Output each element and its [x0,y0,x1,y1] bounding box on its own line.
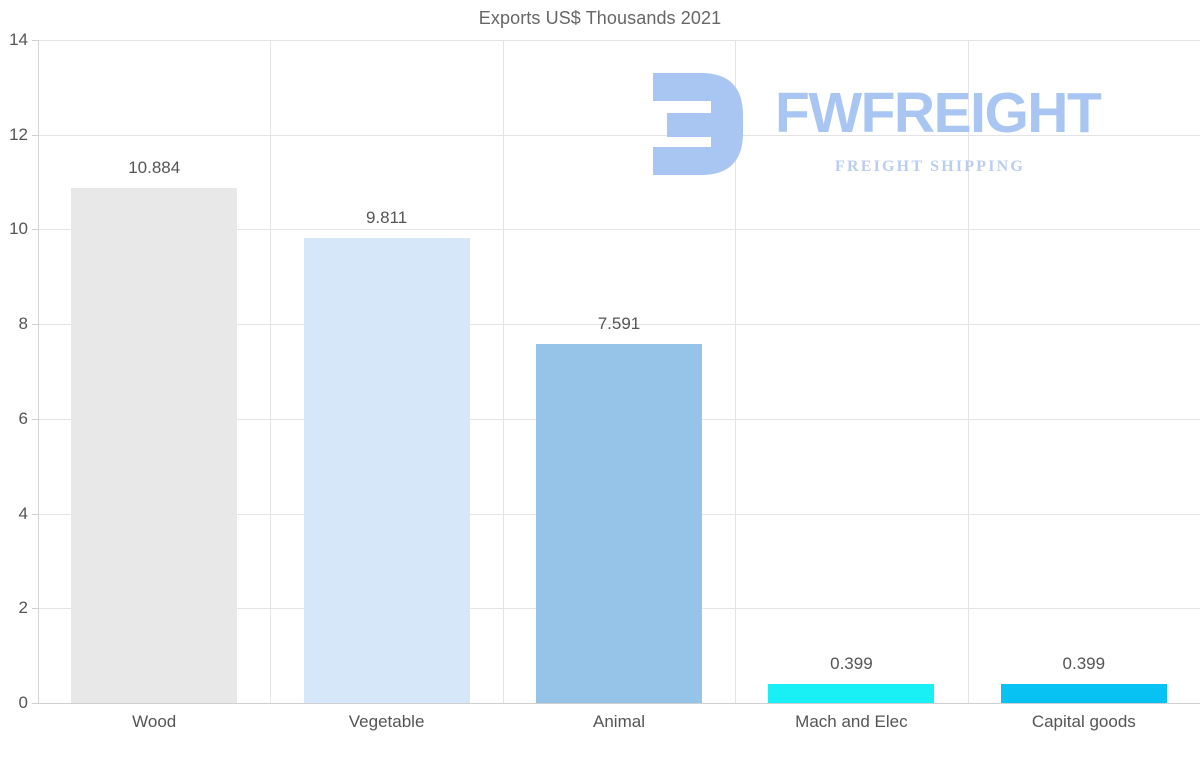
y-axis-tick-mark [32,418,38,420]
category-separator [967,40,969,703]
bar[interactable] [1000,684,1167,703]
y-axis-tick-mark [32,608,38,610]
bar-value-label: 0.399 [1062,654,1106,674]
bar-value-label: 7.591 [597,313,641,333]
y-axis-tick-mark [32,134,38,136]
y-axis-tick-mark [32,513,38,515]
bar-value-label: 0.399 [830,654,873,674]
plot-area: 0 2 4 6 8 10 12 14 10.884 9.811 7.591 0.399 0.399 [9,30,1200,712]
bar-value-label: 10.884 [128,157,181,177]
bar[interactable] [768,684,935,703]
category-separator [270,40,272,703]
bar[interactable] [71,187,238,703]
y-axis-tick-mark [32,703,38,704]
x-axis-label: Capital goods [1031,712,1136,731]
y-axis-tick-label: 6 [18,408,28,428]
gridline [38,324,1200,326]
y-axis-tick-mark [32,40,38,41]
gridline [38,229,1200,231]
chart-title: Exports US$ Thousands 2021 [478,8,722,28]
y-axis-tick-mark [32,324,38,326]
x-axis-label: Animal [593,712,645,731]
bar[interactable] [303,238,470,703]
gridline [38,40,1200,41]
y-axis-line [38,40,39,703]
x-axis-label: Vegetable [348,712,425,731]
gridline [38,134,1200,136]
bar-value-label: 9.811 [365,208,408,228]
category-separator [735,40,737,703]
y-axis-tick-label: 14 [9,30,28,49]
y-axis-tick-label: 0 [18,693,28,712]
category-separator [502,40,504,703]
bar[interactable] [535,343,703,703]
y-axis-tick-label: 8 [18,314,28,334]
gridline [38,703,1200,704]
y-axis-tick-label: 4 [18,503,28,523]
x-axis-label: Wood [132,712,177,731]
x-axis-label: Mach and Elec [795,712,908,731]
y-axis-tick-label: 10 [9,219,28,239]
y-axis-tick-mark [32,229,38,231]
y-axis-tick-label: 12 [9,124,28,144]
y-axis-tick-label: 2 [18,598,28,618]
